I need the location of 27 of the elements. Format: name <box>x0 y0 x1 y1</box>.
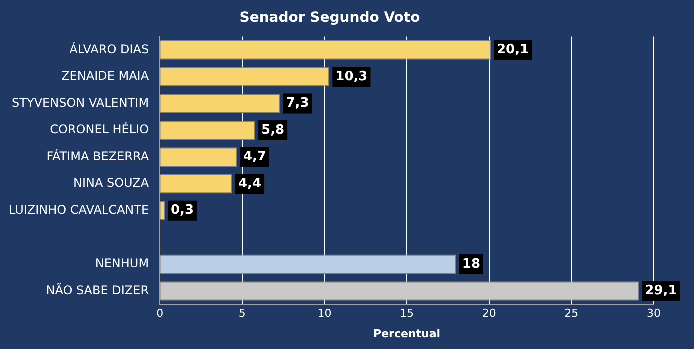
x-tick-label: 15 <box>400 307 414 320</box>
y-tick-label: LUIZINHO CAVALCANTE <box>9 202 150 217</box>
data-label: 29,1 <box>645 284 678 299</box>
y-tick-label: NÃO SABE DIZER <box>46 282 150 298</box>
data-label: 4,4 <box>238 176 262 192</box>
data-label: 0,3 <box>171 203 194 218</box>
y-tick-label: CORONEL HÉLIO <box>50 122 150 137</box>
x-axis-title: Percentual <box>374 327 441 340</box>
y-tick-label: FÁTIMA BEZERRA <box>46 148 150 164</box>
x-tick-label: 5 <box>238 307 246 320</box>
y-tick-label: NINA SOUZA <box>73 176 150 190</box>
y-tick-label: ÁLVARO DIAS <box>70 41 150 56</box>
x-tick-label: 30 <box>647 307 661 320</box>
y-tick-label: NENHUM <box>95 256 150 271</box>
x-tick-label: 20 <box>482 307 496 320</box>
data-label: 7,3 <box>286 96 310 112</box>
data-label: 4,7 <box>243 150 266 165</box>
y-tick-label: ZENAIDE MAIA <box>62 69 150 84</box>
x-tick-label: 25 <box>564 307 579 320</box>
x-tick-label: 0 <box>156 307 164 320</box>
data-label: 20,1 <box>497 42 530 58</box>
chart-title: Senador Segundo Voto <box>240 10 421 26</box>
x-tick-label: 10 <box>318 307 332 320</box>
data-label: 18 <box>462 256 481 272</box>
data-label: 5,8 <box>262 122 285 138</box>
data-label: 10,3 <box>336 69 368 84</box>
y-tick-label: STYVENSON VALENTIM <box>12 96 150 110</box>
